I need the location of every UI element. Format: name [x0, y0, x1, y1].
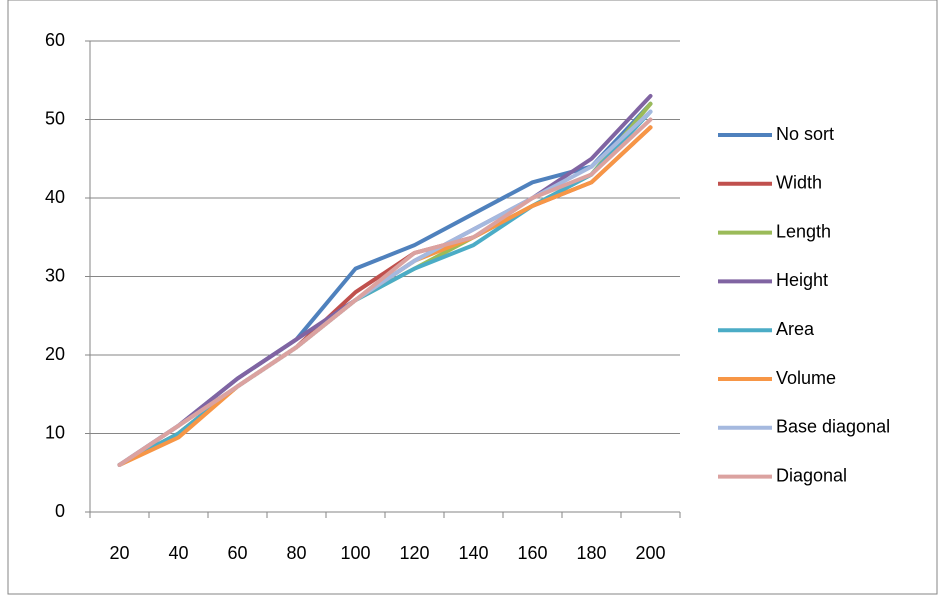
y-tick-label: 30 — [45, 265, 65, 285]
x-tick-label: 180 — [576, 543, 606, 563]
legend-label: Area — [776, 319, 815, 339]
chart-frame — [8, 0, 937, 594]
x-tick-label: 100 — [340, 543, 370, 563]
x-tick-label: 140 — [458, 543, 488, 563]
x-tick-label: 200 — [635, 543, 665, 563]
x-tick-label: 60 — [227, 543, 247, 563]
y-tick-label: 10 — [45, 422, 65, 442]
legend-label: Diagonal — [776, 465, 847, 485]
x-tick-label: 80 — [286, 543, 306, 563]
legend-label: Height — [776, 270, 828, 290]
legend-label: Base diagonal — [776, 417, 890, 437]
chart: 0 10 20 30 40 50 60 20 40 60 80 100 120 140 160 180 200 N… — [0, 0, 938, 595]
y-tick-label: 20 — [45, 344, 65, 364]
y-tick-label: 50 — [45, 108, 65, 128]
y-tick-label: 0 — [55, 501, 65, 521]
y-tick-label: 60 — [45, 30, 65, 50]
y-tick-label: 40 — [45, 187, 65, 207]
legend-label: Volume — [776, 368, 836, 388]
x-tick-label: 120 — [399, 543, 429, 563]
x-tick-label: 20 — [109, 543, 129, 563]
x-tick-label: 40 — [168, 543, 188, 563]
x-tick-label: 160 — [517, 543, 547, 563]
legend-label: Length — [776, 221, 831, 241]
legend-label: Width — [776, 173, 822, 193]
legend-label: No sort — [776, 124, 834, 144]
